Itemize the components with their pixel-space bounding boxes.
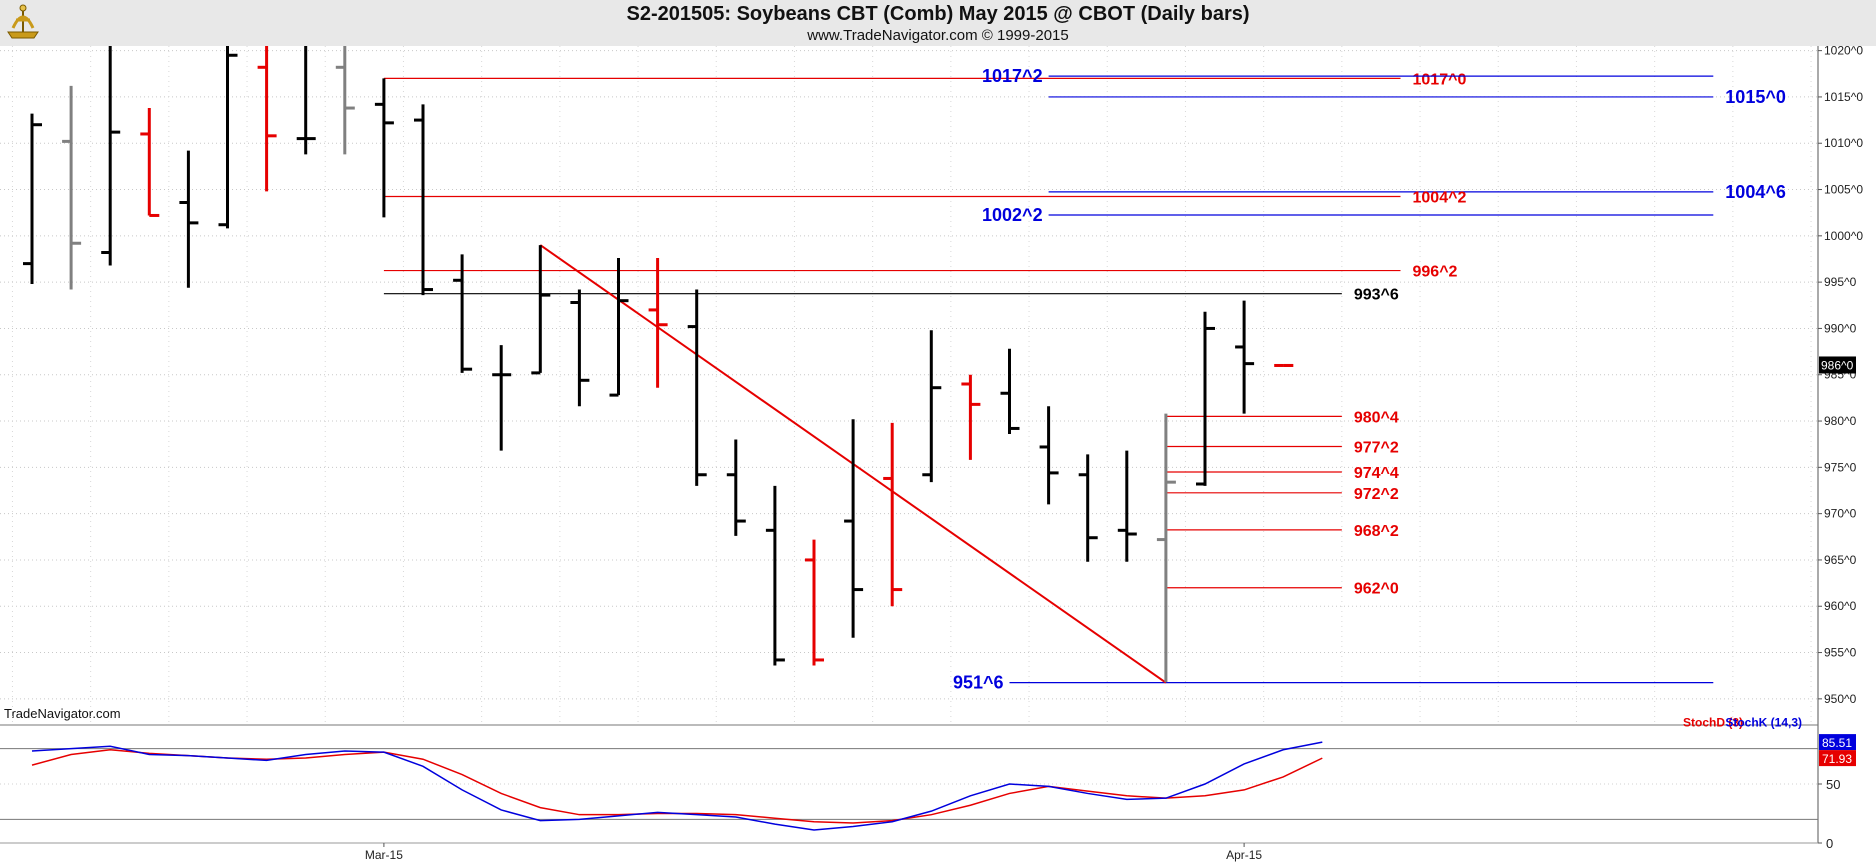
ohlc-bar bbox=[1039, 406, 1059, 505]
axis-tick-label: 990^0 bbox=[1824, 321, 1857, 335]
ohlc-bar bbox=[23, 113, 42, 284]
ohlc-bar bbox=[609, 258, 629, 397]
axis-tick-label: 995^0 bbox=[1824, 275, 1857, 289]
ohlc-bar bbox=[648, 258, 668, 388]
axis-tick-label: 1015^0 bbox=[1824, 90, 1863, 104]
stoch-axis-label: 0 bbox=[1826, 836, 1833, 851]
ohlc-bar bbox=[492, 345, 512, 451]
last-price-label: 986^0 bbox=[1821, 358, 1854, 372]
axis-tick-label: 975^0 bbox=[1824, 460, 1857, 474]
ohlc-bar bbox=[844, 419, 864, 638]
axis-background bbox=[1818, 46, 1876, 843]
watermark-text: TradeNavigator.com bbox=[4, 706, 121, 721]
level-label: 951^6 bbox=[953, 673, 1004, 693]
ohlc-bar bbox=[179, 150, 199, 288]
ohlc-bar bbox=[257, 46, 277, 192]
axis-tick-label: 1000^0 bbox=[1824, 229, 1863, 243]
ohlc-bar bbox=[453, 254, 473, 373]
axis-tick-label: 955^0 bbox=[1824, 646, 1857, 660]
level-label: 1017^0 bbox=[1413, 71, 1467, 88]
axis-tick-label: 980^0 bbox=[1824, 414, 1857, 428]
x-axis-label: Apr-15 bbox=[1226, 848, 1262, 862]
stoch-k-badge bbox=[1819, 734, 1856, 751]
stoch-k-value: 85.51 bbox=[1822, 736, 1852, 750]
x-axis-label: Mar-15 bbox=[365, 848, 403, 862]
grid-layer bbox=[0, 46, 1818, 722]
chart-title: S2-201505: Soybeans CBT (Comb) May 2015 … bbox=[626, 3, 1250, 25]
ohlc-bar bbox=[335, 46, 355, 155]
level-label: 1015^0 bbox=[1725, 87, 1786, 107]
ohlc-bar bbox=[140, 108, 160, 217]
stoch-d-badge bbox=[1819, 750, 1856, 767]
ohlc-bar bbox=[531, 245, 551, 375]
stoch-legend-d: StochD (3) bbox=[1683, 716, 1743, 730]
ohlc-bar bbox=[296, 46, 316, 155]
ohlc-bar bbox=[1235, 300, 1255, 414]
chart-header bbox=[0, 0, 1876, 46]
axis-tick-label: 950^0 bbox=[1824, 692, 1857, 706]
level-label: 1004^6 bbox=[1725, 182, 1786, 202]
ohlc-bar bbox=[570, 289, 590, 407]
price-axis: 1020^0 1015^0 1010^0 1005^0 1000^0 995^0 990^0… bbox=[1817, 44, 1876, 843]
level-label: 972^2 bbox=[1354, 486, 1399, 503]
chart-subtitle: www.TradeNavigator.com © 1999-2015 bbox=[807, 27, 1069, 44]
ohlc-bar bbox=[374, 78, 394, 218]
stoch-line-blue bbox=[31, 741, 1323, 831]
last-price-badge bbox=[1819, 356, 1856, 374]
ohlc-bars bbox=[23, 46, 1294, 683]
ohlc-bar bbox=[805, 539, 824, 666]
ohlc-bar bbox=[1000, 348, 1020, 435]
ohlc-bar bbox=[62, 85, 82, 290]
ohlc-bar bbox=[1196, 311, 1215, 486]
ohlc-bar bbox=[687, 289, 707, 486]
stoch-d-value: 71.93 bbox=[1822, 752, 1852, 766]
level-label: 974^4 bbox=[1354, 465, 1399, 482]
ohlc-bar bbox=[922, 330, 942, 483]
ohlc-bar bbox=[414, 104, 433, 296]
level-label: 993^6 bbox=[1354, 287, 1399, 304]
axis-tick-label: 970^0 bbox=[1824, 507, 1857, 521]
axis-tick-label: 965^0 bbox=[1824, 553, 1857, 567]
stochastic-panel: 0 50 StochD (3)StochK (14,3) 85.51 71.93 Mar-… bbox=[0, 716, 1856, 862]
level-label: 1017^2 bbox=[982, 66, 1043, 86]
ohlc-bar bbox=[1156, 413, 1176, 683]
level-label: 996^2 bbox=[1413, 264, 1458, 281]
ohlc-bar bbox=[726, 439, 746, 536]
stoch-axis-label: 50 bbox=[1826, 777, 1840, 792]
ohlc-bar bbox=[1117, 450, 1137, 562]
axis-tick-label: 960^0 bbox=[1824, 599, 1857, 613]
ohlc-bar bbox=[1078, 454, 1098, 562]
axis-tick-label: 1005^0 bbox=[1824, 183, 1863, 197]
axis-tick-label: 1010^0 bbox=[1824, 136, 1863, 150]
ohlc-bar bbox=[101, 46, 121, 266]
stoch-line-red bbox=[31, 749, 1323, 824]
axis-tick-label: 1020^0 bbox=[1824, 44, 1863, 58]
ohlc-bar bbox=[883, 422, 903, 607]
ohlc-bar bbox=[765, 485, 785, 666]
level-label: 980^4 bbox=[1354, 409, 1399, 426]
stoch-legend-k: StochK (14,3) bbox=[1725, 716, 1802, 730]
level-label: 962^0 bbox=[1354, 581, 1399, 598]
trade-navigator-sextant-icon bbox=[4, 2, 42, 45]
level-label: 977^2 bbox=[1354, 440, 1399, 457]
level-label: 1002^2 bbox=[982, 205, 1043, 225]
price-levels: 1017^0 1017^2 1015^0 1004^6 1004^2 1002^2 996^… bbox=[383, 66, 1786, 693]
ohlc-bar bbox=[218, 46, 238, 229]
ohlc-bar bbox=[961, 374, 981, 460]
level-label: 1004^2 bbox=[1413, 189, 1467, 206]
level-label: 968^2 bbox=[1354, 523, 1399, 540]
